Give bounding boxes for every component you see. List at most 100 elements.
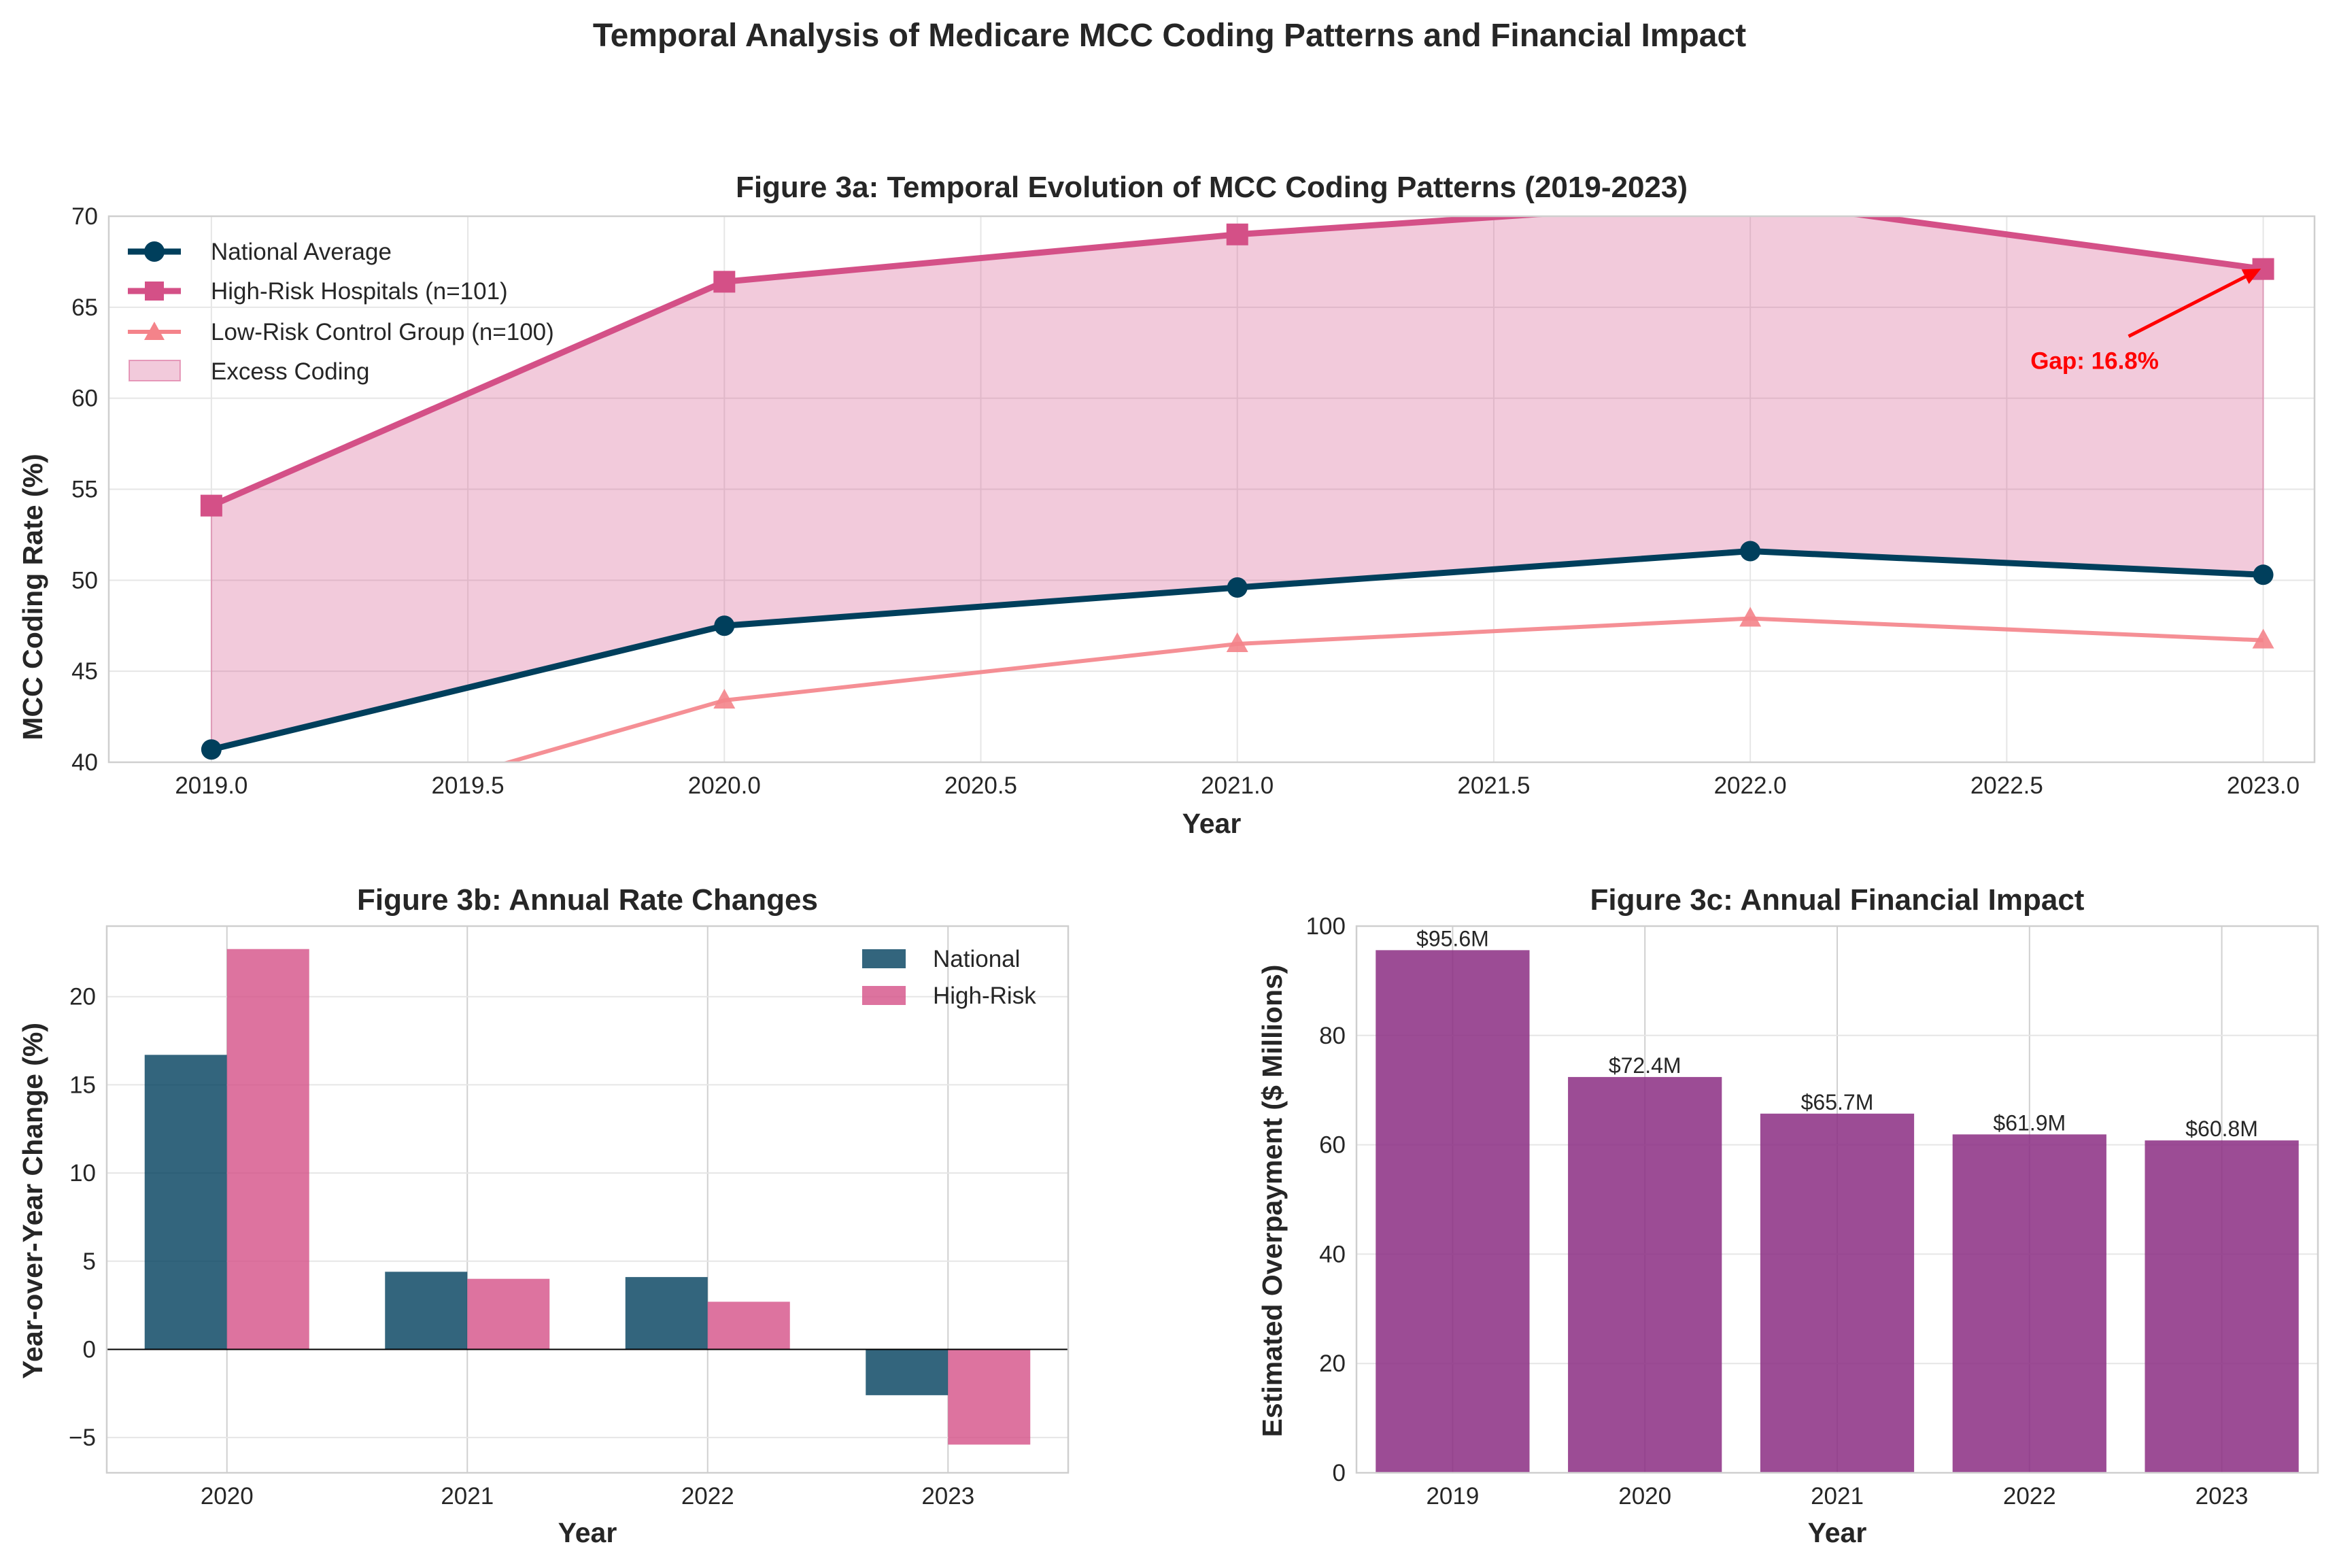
ytick-label: −5	[69, 1425, 96, 1451]
data-label: $65.7M	[1801, 1090, 1874, 1114]
point-low-risk-control-group-n-100	[1739, 607, 1762, 627]
panel-3b-xlabel: Year	[558, 1517, 617, 1548]
bar-national-2021	[385, 1272, 468, 1350]
bar-overpayment-2023	[2145, 1140, 2299, 1473]
legend-national-average: National Average	[128, 239, 392, 265]
panel-3c-xlabel: Year	[1808, 1517, 1867, 1548]
ytick-label: 40	[71, 749, 98, 776]
data-label: $72.4M	[1609, 1053, 1681, 1078]
svg-text:Low-Risk Control Group (n=100): Low-Risk Control Group (n=100)	[211, 319, 554, 345]
point-low-risk-control-group-n-100	[713, 688, 736, 709]
xtick-label: 2020.5	[944, 772, 1017, 799]
ytick-label: 80	[1319, 1023, 1346, 1049]
panel-3a: Figure 3a: Temporal Evolution of MCC Cod…	[17, 171, 2316, 839]
point-national-average	[1740, 541, 1761, 562]
ytick-label: 5	[83, 1248, 96, 1275]
ytick-label: 10	[69, 1160, 96, 1187]
bar-high-risk-2022	[707, 1301, 790, 1350]
panel-3b-ylabel: Year-over-Year Change (%)	[17, 1023, 48, 1379]
point-national-average	[714, 615, 735, 636]
panel-3c-data-labels: $95.6M $72.4M $65.7M $61.9M $60.8M	[1416, 926, 2258, 1141]
ytick-label: 60	[71, 386, 98, 412]
panel-3a-yticks: 40 45 50 55 60 65 70	[71, 203, 98, 776]
panel-3b-xticks: 2020 2021 2022 2023	[201, 1483, 974, 1510]
xtick-label: 2022	[2003, 1483, 2056, 1510]
legend-low-risk-control-group: Low-Risk Control Group (n=100)	[128, 319, 554, 345]
legend-high-risk: High-Risk	[862, 983, 1036, 1009]
ytick-label: 70	[71, 203, 98, 230]
panel-3b-bars	[144, 949, 1031, 1445]
svg-text:High-Risk: High-Risk	[933, 983, 1036, 1009]
svg-text:Excess Coding: Excess Coding	[211, 358, 369, 385]
xtick-label: 2019.0	[175, 772, 247, 799]
xtick-label: 2023	[921, 1483, 974, 1510]
ytick-label: 45	[71, 658, 98, 685]
xtick-label: 2022.0	[1714, 772, 1787, 799]
bar-high-risk-2023	[948, 1349, 1031, 1445]
panel-3a-xticks: 2019.0 2019.5 2020.0 2020.5 2021.0 2021.5 2022…	[175, 772, 2300, 799]
point-high-risk-hospitals-n-101	[200, 494, 222, 517]
bar-national-2022	[625, 1277, 708, 1350]
point-national-average	[201, 739, 222, 760]
svg-text:National: National	[933, 946, 1020, 972]
point-national-average	[1227, 577, 1248, 598]
panel-3c-ylabel: Estimated Overpayment ($ Millions)	[1257, 965, 1288, 1437]
bar-overpayment-2022	[1952, 1134, 2106, 1473]
panel-3a-series	[200, 216, 2274, 762]
svg-text:National Average: National Average	[211, 239, 392, 265]
xtick-label: 2022	[681, 1483, 734, 1510]
data-label: $60.8M	[2185, 1117, 2258, 1141]
panel-3a-xlabel: Year	[1182, 808, 1242, 839]
panel-3c-yticks: 0 20 40 60 80 100	[1306, 913, 1346, 1486]
panel-3c-xticks: 2019 2020 2021 2022 2023	[1426, 1483, 2248, 1510]
gap-annotation-label: Gap: 16.8%	[2030, 348, 2159, 375]
panel-3b-frame	[105, 925, 1070, 1474]
ytick-label: 40	[1319, 1241, 1346, 1267]
panel-3c-bars	[1376, 950, 2299, 1473]
panel-3b: Figure 3b: Annual Rate Changes Year Year…	[17, 883, 1070, 1548]
legend-high-risk-hospitals: High-Risk Hospitals (n=101)	[128, 278, 508, 305]
xtick-label: 2019.5	[432, 772, 505, 799]
point-national-average	[2253, 564, 2274, 585]
gap-arrowhead	[2241, 269, 2261, 284]
xtick-label: 2021.5	[1457, 772, 1530, 799]
legend-excess-coding: Excess Coding	[129, 358, 369, 385]
bar-national-2023	[866, 1349, 949, 1395]
bar-high-risk-2020	[226, 949, 309, 1350]
xtick-label: 2020	[1618, 1483, 1671, 1510]
bar-overpayment-2019	[1376, 950, 1530, 1473]
panel-3c-title: Figure 3c: Annual Financial Impact	[1590, 883, 2085, 917]
bar-overpayment-2021	[1760, 1113, 1915, 1473]
ytick-label: 50	[71, 567, 98, 594]
xtick-label: 2021	[1811, 1483, 1864, 1510]
bar-high-risk-2021	[467, 1278, 550, 1350]
bar-overpayment-2020	[1568, 1076, 1722, 1473]
ytick-label: 100	[1306, 913, 1346, 940]
xtick-label: 2021.0	[1201, 772, 1274, 799]
xtick-label: 2023.0	[2227, 772, 2300, 799]
point-low-risk-control-group-n-100	[1226, 632, 1248, 653]
figure-title: Temporal Analysis of Medicare MCC Coding…	[593, 18, 1746, 54]
point-low-risk-control-group-n-100	[2252, 628, 2274, 649]
panel-3a-frame	[107, 215, 2316, 764]
xtick-label: 2020.0	[688, 772, 761, 799]
panel-3a-legend: National Average High-Risk Hospitals (n=…	[128, 239, 554, 385]
ytick-label: 60	[1319, 1132, 1346, 1159]
gap-arrow	[2128, 271, 2255, 338]
xtick-label: 2023	[2196, 1483, 2249, 1510]
data-label: $61.9M	[1993, 1110, 2066, 1135]
panel-3b-legend: National High-Risk	[862, 946, 1036, 1009]
gap-annotation: Gap: 16.8%	[2030, 269, 2261, 375]
ytick-label: 15	[69, 1072, 96, 1098]
xtick-label: 2022.5	[1970, 772, 2043, 799]
ytick-label: 20	[69, 984, 96, 1010]
point-high-risk-hospitals-n-101	[713, 271, 736, 293]
panel-3c: Figure 3c: Annual Financial Impact Year …	[1257, 883, 2319, 1548]
data-label: $95.6M	[1416, 926, 1489, 951]
ytick-label: 65	[71, 294, 98, 321]
panel-3b-yticks: −5 0 5 10 15 20	[69, 984, 96, 1451]
xtick-label: 2019	[1426, 1483, 1479, 1510]
xtick-label: 2021	[441, 1483, 494, 1510]
svg-text:High-Risk Hospitals (n=101): High-Risk Hospitals (n=101)	[211, 278, 508, 305]
